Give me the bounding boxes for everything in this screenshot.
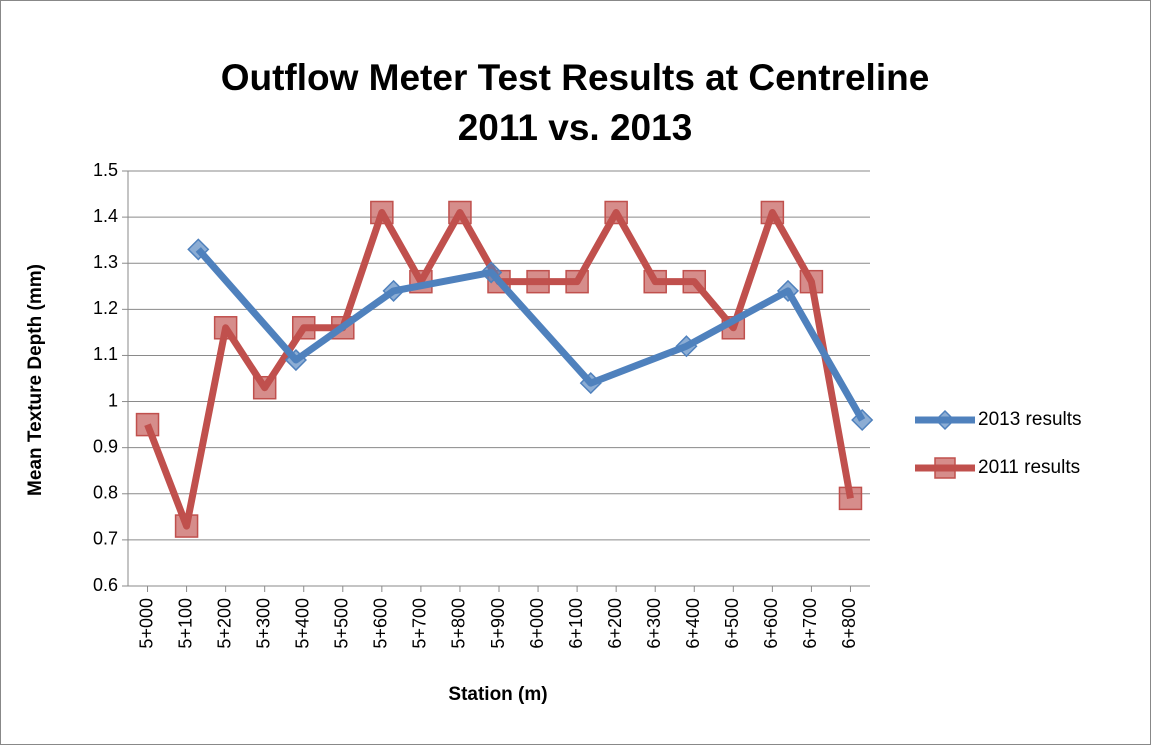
x-tick-label: 5+900 <box>488 598 508 649</box>
x-tick-label: 5+700 <box>410 598 430 649</box>
y-tick-label: 1.4 <box>93 206 118 226</box>
data-point <box>480 261 503 284</box>
y-tick-label: 1.2 <box>93 298 118 318</box>
legend-label: 2011 results <box>978 457 1080 478</box>
data-point <box>799 269 824 294</box>
x-tick-label: 6+300 <box>644 598 664 649</box>
data-point <box>776 279 800 302</box>
data-point <box>526 269 550 294</box>
data-point <box>187 238 210 261</box>
x-tick-label: 5+800 <box>449 598 469 649</box>
data-point <box>760 200 785 225</box>
data-point <box>675 335 698 358</box>
data-point <box>135 412 160 437</box>
data-point <box>604 200 628 225</box>
data-point <box>174 514 199 538</box>
legend-marker <box>934 409 956 431</box>
x-tick-label: 6+700 <box>800 598 820 649</box>
y-axis-label: Mean Texture Depth (mm) <box>25 264 46 496</box>
y-tick-label: 0.6 <box>93 575 118 595</box>
y-tick-label: 1.5 <box>93 160 118 180</box>
data-point <box>252 375 277 400</box>
series-line <box>195 247 866 422</box>
x-tick-label: 6+000 <box>527 598 547 649</box>
x-tick-label: 5+400 <box>292 598 312 649</box>
data-point <box>682 269 707 294</box>
data-point <box>851 408 874 432</box>
data-point <box>382 279 405 302</box>
x-tick-label: 6+800 <box>839 598 859 649</box>
y-tick-label: 1.3 <box>93 252 118 272</box>
y-tick-label: 1 <box>108 390 118 410</box>
legend-label: 2013 results <box>978 409 1082 430</box>
data-point <box>370 200 394 225</box>
x-tick-label: 5+100 <box>175 598 195 649</box>
y-tick-label: 1.1 <box>93 344 118 364</box>
x-tick-label: 5+000 <box>136 598 156 649</box>
data-point <box>213 316 238 340</box>
chart-title: Outflow Meter Test Results at Centreline <box>221 57 930 98</box>
data-point <box>291 316 316 340</box>
data-point <box>448 200 472 225</box>
data-point <box>565 269 589 294</box>
y-tick-label: 0.8 <box>93 483 118 503</box>
x-tick-label: 5+500 <box>332 598 352 649</box>
x-tick-label: 6+100 <box>566 598 586 649</box>
x-tick-label: 6+400 <box>683 598 703 649</box>
x-tick-label: 5+300 <box>253 598 273 649</box>
y-tick-label: 0.7 <box>93 529 118 549</box>
x-axis-label: Station (m) <box>448 684 547 705</box>
x-tick-label: 6+600 <box>761 598 781 649</box>
x-tick-label: 5+600 <box>371 598 391 649</box>
data-point <box>643 269 667 294</box>
chart-subtitle: 2011 vs. 2013 <box>458 107 693 148</box>
x-tick-label: 6+500 <box>722 598 742 649</box>
data-point <box>579 372 602 395</box>
legend-marker <box>934 457 956 479</box>
data-point <box>838 486 863 511</box>
y-tick-label: 0.9 <box>93 436 118 456</box>
x-tick-label: 6+200 <box>605 598 625 649</box>
x-tick-label: 5+200 <box>214 598 234 649</box>
data-point <box>284 348 307 372</box>
